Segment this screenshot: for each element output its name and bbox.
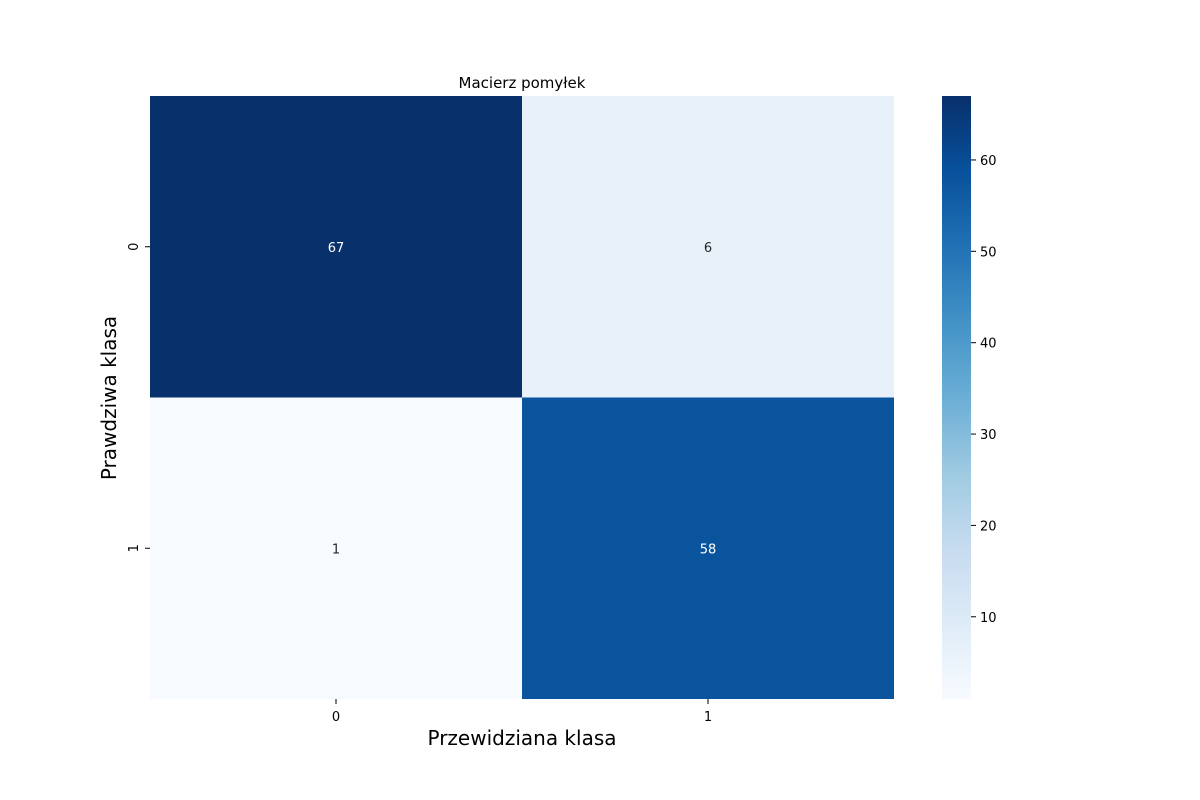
y-axis-ticks: 01 <box>127 243 150 552</box>
y-axis-label: Prawdziwa klasa <box>97 316 121 480</box>
colorbar <box>942 96 971 699</box>
cell-value-label: 67 <box>328 241 345 256</box>
colorbar-tick-label: 50 <box>980 245 997 260</box>
heatmap-cell-0-1 <box>522 96 894 398</box>
heatmap-cell-1-1 <box>522 397 894 699</box>
cell-value-label: 58 <box>700 542 717 557</box>
y-tick-label: 0 <box>127 243 142 251</box>
heatmap-cell-labels: 67 6 1 58 <box>328 241 717 558</box>
x-tick-label: 0 <box>332 710 340 725</box>
colorbar-tick-label: 40 <box>980 337 997 352</box>
cell-value-label: 6 <box>704 241 712 256</box>
colorbar-tick-label: 20 <box>980 519 997 534</box>
x-tick-label: 1 <box>704 710 712 725</box>
x-axis-label: Przewidziana klasa <box>427 726 616 750</box>
cell-value-label: 1 <box>332 542 340 557</box>
heatmap-cell-0-0 <box>150 96 522 398</box>
colorbar-ticks: 10 20 30 40 50 60 <box>971 154 997 626</box>
colorbar-tick-label: 60 <box>980 154 997 169</box>
heatmap-cells <box>150 96 894 699</box>
colorbar-tick-label: 30 <box>980 428 997 443</box>
colorbar-tick-label: 10 <box>980 611 997 626</box>
chart-title: Macierz pomyłek <box>459 74 586 92</box>
heatmap-cell-1-0 <box>150 397 522 699</box>
y-tick-label: 1 <box>127 544 142 552</box>
